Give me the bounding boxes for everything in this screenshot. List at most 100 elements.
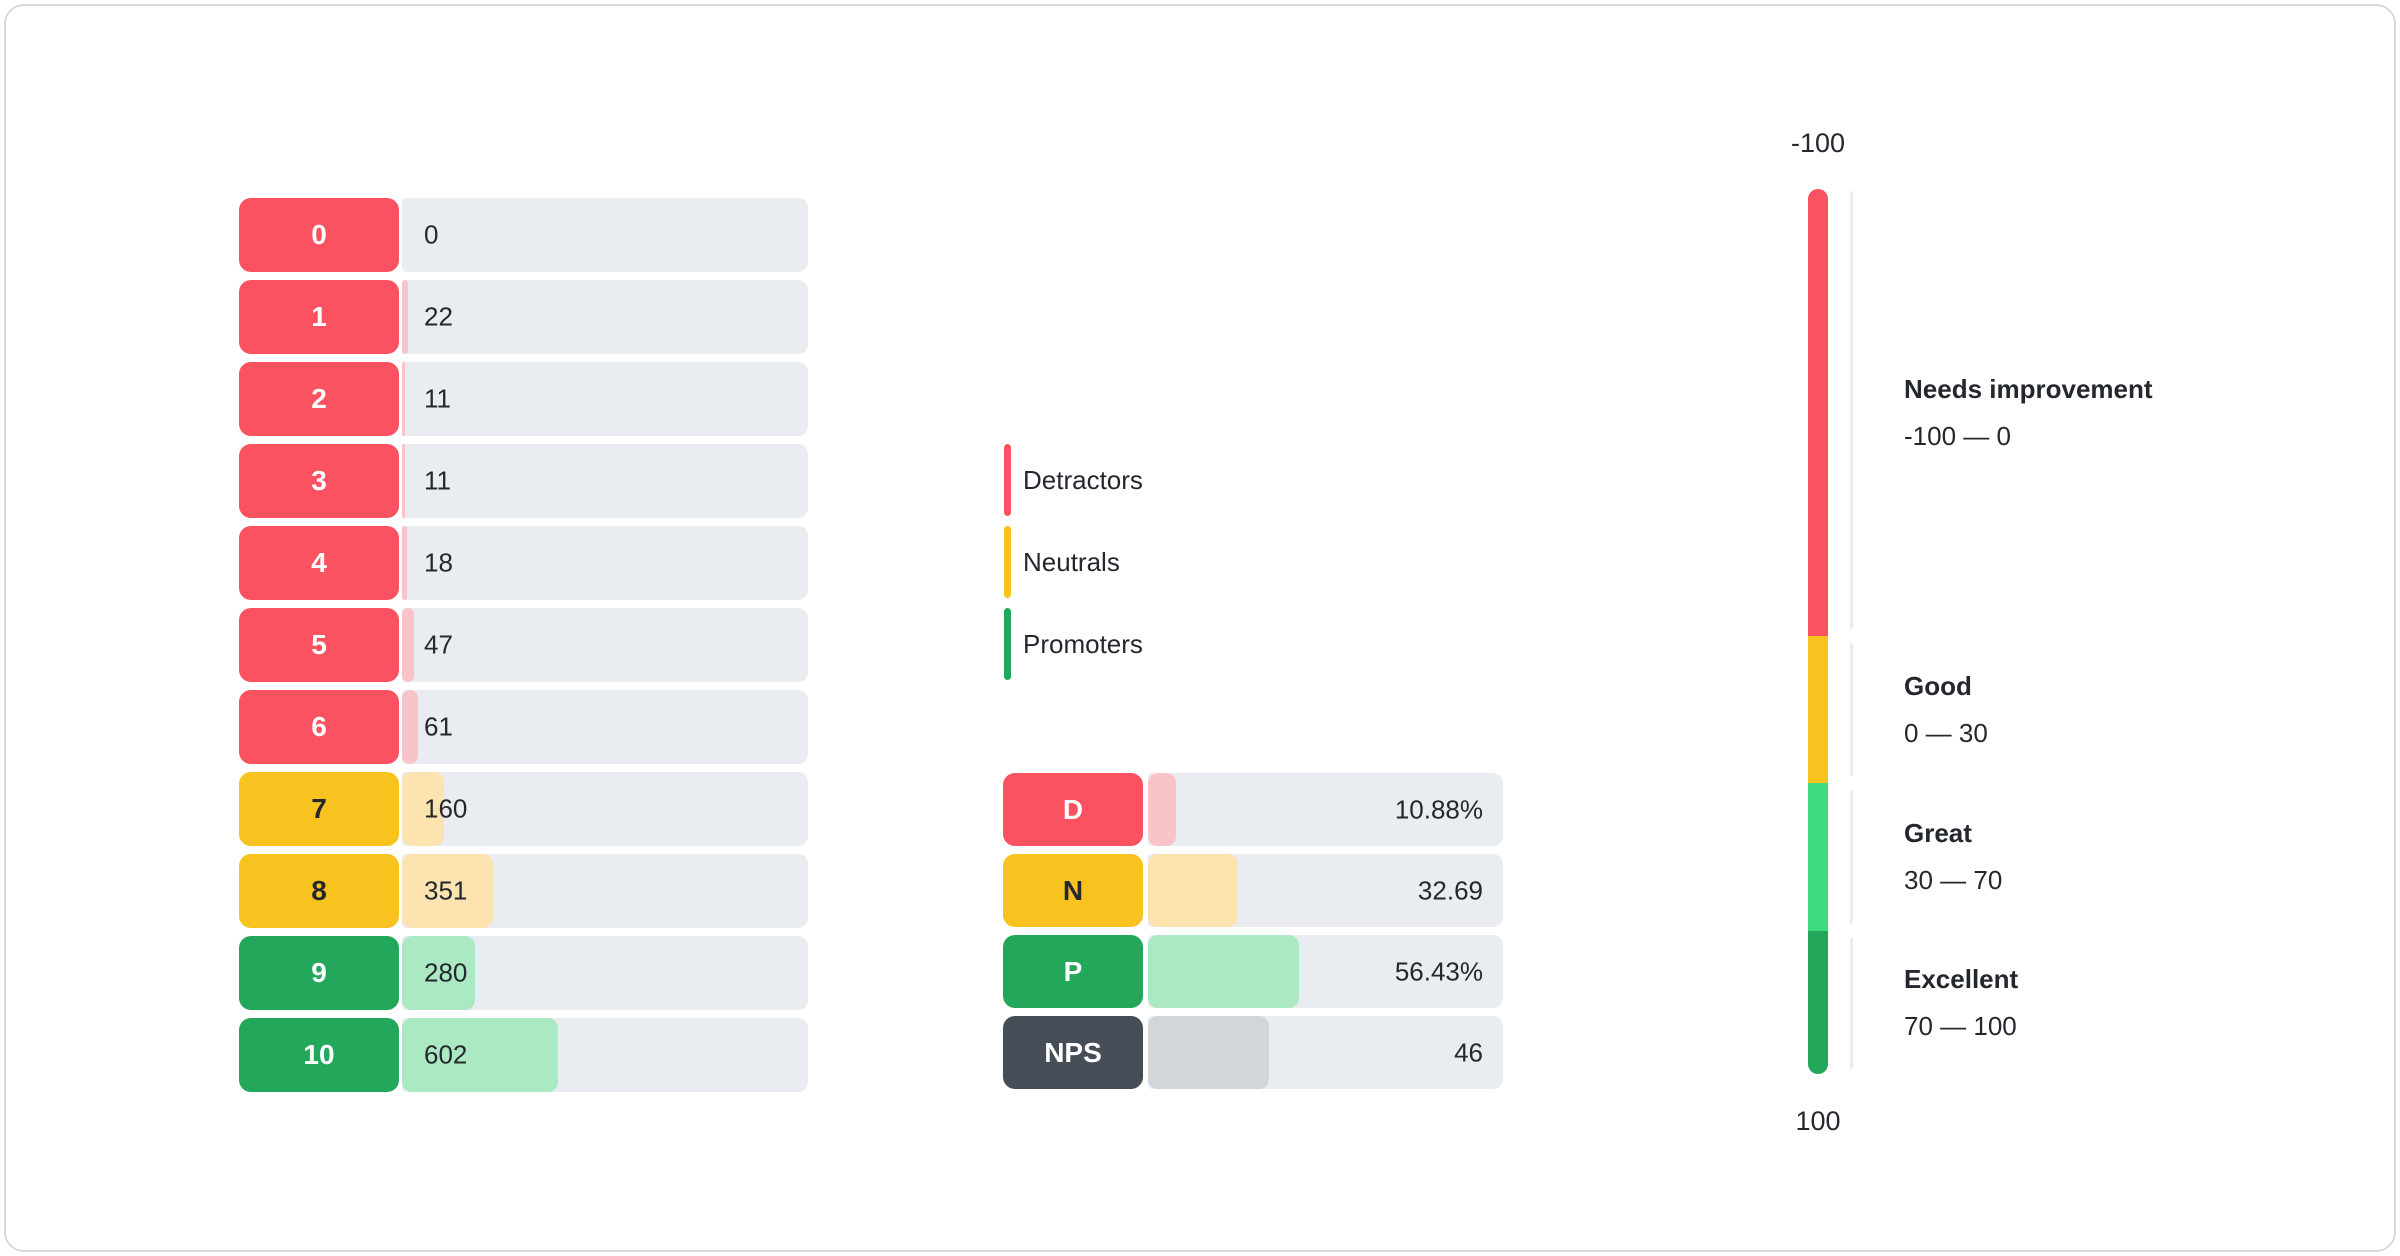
score-bar-track: 11	[402, 362, 808, 436]
score-bar-fill	[402, 854, 494, 928]
score-bar-fill	[402, 280, 408, 354]
summary-value: 10.88%	[1394, 794, 1483, 824]
score-bar-track: 160	[402, 772, 808, 846]
score-badge-3: 3	[239, 444, 399, 518]
summary-bar-fill	[1148, 1016, 1270, 1089]
legend-item-promoters: Promoters	[1004, 608, 1143, 680]
gauge-zone-label-2: Good 0 — 30	[1904, 663, 1988, 757]
score-bar-fill	[402, 362, 405, 436]
gauge-guide-line	[1850, 191, 1853, 629]
score-bar-track: 47	[402, 608, 808, 682]
score-bar-track: 11	[402, 444, 808, 518]
summary-value: 32.69	[1417, 875, 1483, 905]
gauge-max-positive-label: 100	[1795, 1106, 1841, 1136]
gauge-guide-line	[1850, 643, 1853, 776]
score-row-6: 6 61	[239, 690, 808, 764]
score-row-8: 8 351	[239, 854, 808, 928]
legend-label: Promoters	[1023, 628, 1143, 659]
score-count-label: 351	[424, 875, 468, 906]
gauge-max-negative-label: -100	[1790, 128, 1846, 158]
score-badge-2: 2	[239, 362, 399, 436]
summary-bar-fill	[1148, 854, 1239, 927]
score-bar-track: 61	[402, 690, 808, 764]
score-row-4: 4 18	[239, 526, 808, 600]
score-count-label: 18	[424, 547, 453, 578]
score-badge-10: 10	[239, 1018, 399, 1092]
summary-bar-track: 56.43%	[1148, 935, 1503, 1008]
legend-item-neutrals: Neutrals	[1004, 526, 1143, 598]
summary-row-d: D 10.88%	[1003, 773, 1503, 846]
gauge-zone-name: Great	[1904, 818, 1972, 848]
gauge-zone-name: Good	[1904, 670, 1972, 701]
nps-summary-chart: D 10.88% N 32.69 P 56.43% NPS 46	[1003, 773, 1503, 1089]
score-badge-8: 8	[239, 854, 399, 928]
gauge-zone-range: 70 — 100	[1904, 1010, 2017, 1041]
score-bar-track: 18	[402, 526, 808, 600]
score-bar-track: 22	[402, 280, 808, 354]
score-row-1: 1 22	[239, 280, 808, 354]
score-row-7: 7 160	[239, 772, 808, 846]
gauge-segment-2	[1808, 636, 1828, 783]
score-badge-1: 1	[239, 280, 399, 354]
score-bar-fill	[402, 690, 418, 764]
summary-row-p: P 56.43%	[1003, 935, 1503, 1008]
gauge-zone-range: -100 — 0	[1904, 420, 2011, 451]
gauge-segment-3	[1808, 783, 1828, 931]
score-bar-fill	[402, 526, 407, 600]
summary-bar-track: 10.88%	[1148, 773, 1503, 846]
score-badge-0: 0	[239, 198, 399, 272]
gauge-zone-label-3: Great 30 — 70	[1904, 810, 2002, 904]
summary-badge-n: N	[1003, 854, 1143, 927]
score-badge-9: 9	[239, 936, 399, 1010]
score-row-5: 5 47	[239, 608, 808, 682]
score-count-label: 11	[424, 383, 451, 414]
score-bar-fill	[402, 1018, 559, 1092]
summary-bar-track: 46	[1148, 1016, 1503, 1089]
score-count-label: 61	[424, 711, 453, 742]
score-bar-fill	[402, 772, 444, 846]
summary-value: 46	[1454, 1037, 1483, 1067]
score-badge-7: 7	[239, 772, 399, 846]
summary-value: 56.43%	[1394, 956, 1483, 986]
legend: Detractors Neutrals Promoters	[1004, 444, 1143, 680]
score-count-label: 602	[424, 1039, 468, 1070]
summary-row-nps: NPS 46	[1003, 1016, 1503, 1089]
summary-bar-fill	[1148, 935, 1300, 1008]
score-badge-5: 5	[239, 608, 399, 682]
score-badge-6: 6	[239, 690, 399, 764]
nps-report-card: 0 0 1 22 2 11 3 11 4 18 5 47 6 61 7 160 8 351 9 280 10 602 De…	[4, 4, 2396, 1252]
score-count-label: 0	[424, 219, 439, 250]
summary-bar-fill	[1148, 773, 1177, 846]
gauge-zone-name: Needs improvement	[1904, 373, 2153, 404]
score-count-label: 280	[424, 957, 468, 988]
summary-row-n: N 32.69	[1003, 854, 1503, 927]
score-bar-track: 280	[402, 936, 808, 1010]
score-count-label: 11	[424, 465, 451, 496]
summary-badge-p: P	[1003, 935, 1143, 1008]
gauge-segment-4	[1808, 931, 1828, 1074]
gauge-zone-range: 0 — 30	[1904, 717, 1988, 748]
gauge-bar	[1808, 189, 1828, 1074]
score-count-label: 22	[424, 301, 453, 332]
summary-bar-track: 32.69	[1148, 854, 1503, 927]
gauge-zone-label-4: Excellent 70 — 100	[1904, 956, 2018, 1050]
legend-label: Neutrals	[1023, 546, 1120, 577]
score-bar-fill	[402, 444, 405, 518]
gauge-zone-label-1: Needs improvement -100 — 0	[1904, 366, 2153, 460]
score-bar-track: 0	[402, 198, 808, 272]
score-row-9: 9 280	[239, 936, 808, 1010]
score-bar-fill	[402, 936, 475, 1010]
legend-item-detractors: Detractors	[1004, 444, 1143, 516]
legend-swatch-promoters	[1004, 608, 1011, 680]
legend-label: Detractors	[1023, 464, 1143, 495]
score-count-label: 47	[424, 629, 453, 660]
score-row-2: 2 11	[239, 362, 808, 436]
gauge-zone-range: 30 — 70	[1904, 865, 2003, 895]
gauge-guide-line	[1850, 790, 1853, 924]
summary-badge-d: D	[1003, 773, 1143, 846]
score-row-3: 3 11	[239, 444, 808, 518]
gauge-guide-line	[1850, 938, 1853, 1069]
legend-swatch-neutrals	[1004, 526, 1011, 598]
score-row-10: 10 602	[239, 1018, 808, 1092]
